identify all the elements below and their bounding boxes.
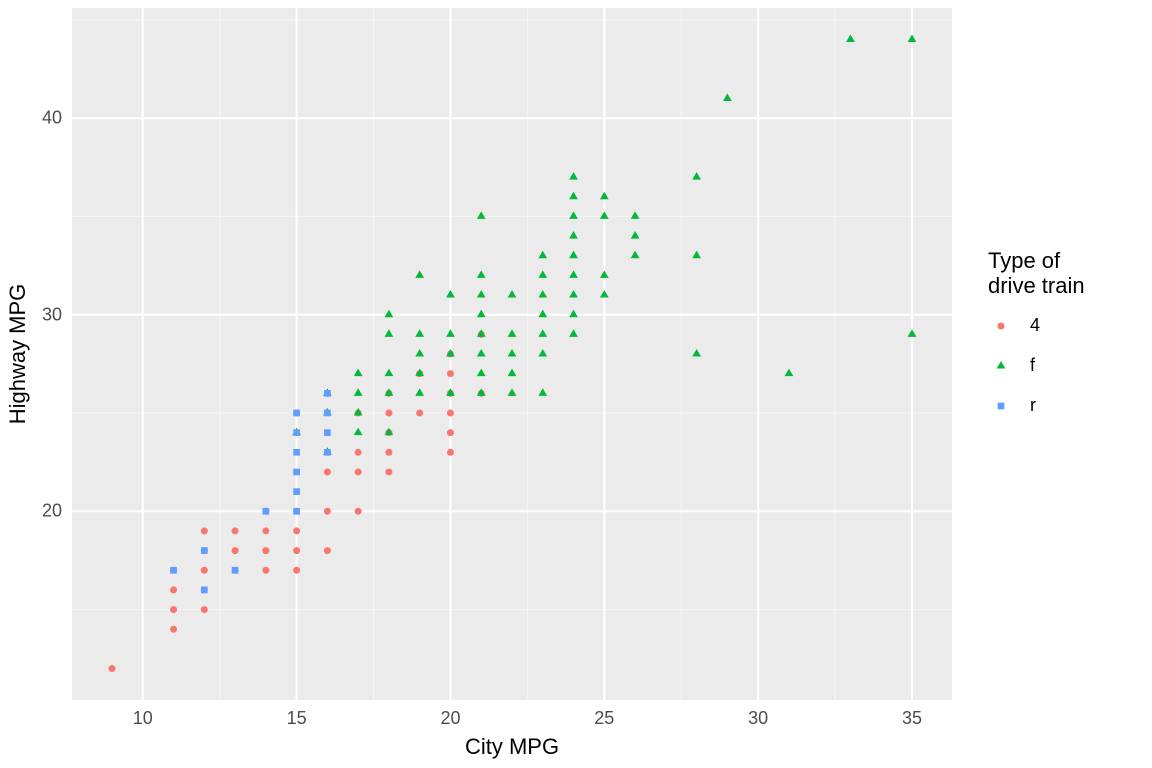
y-tick-label: 30 bbox=[42, 304, 62, 325]
legend: Type ofdrive train 4 fr bbox=[988, 248, 1085, 429]
legend-title: Type ofdrive train bbox=[988, 248, 1085, 299]
y-tick-label: 40 bbox=[42, 108, 62, 129]
x-tick-label: 10 bbox=[133, 708, 153, 729]
x-tick-label: 15 bbox=[287, 708, 307, 729]
legend-item-f: f bbox=[988, 349, 1085, 383]
legend-item-r: r bbox=[988, 389, 1085, 423]
y-axis-title: Highway MPG bbox=[5, 284, 31, 425]
x-tick-label: 20 bbox=[440, 708, 460, 729]
y-tick-label: 20 bbox=[42, 501, 62, 522]
legend-key-f bbox=[988, 353, 1014, 379]
legend-label: f bbox=[1030, 355, 1035, 376]
x-tick-label: 30 bbox=[748, 708, 768, 729]
plot-panel bbox=[72, 8, 952, 700]
points-layer bbox=[72, 8, 952, 700]
legend-key-4 bbox=[988, 313, 1014, 339]
legend-label: r bbox=[1030, 395, 1036, 416]
legend-key-r bbox=[988, 393, 1014, 419]
x-tick-label: 35 bbox=[902, 708, 922, 729]
legend-items: 4 fr bbox=[988, 309, 1085, 423]
x-tick-label: 25 bbox=[594, 708, 614, 729]
chart-container: 10 15 20 25 30 35 20 30 40 City MPG Highway MPG… bbox=[0, 0, 1152, 768]
legend-item-4: 4 bbox=[988, 309, 1085, 343]
legend-label: 4 bbox=[1030, 315, 1040, 336]
x-axis-title: City MPG bbox=[465, 734, 559, 760]
